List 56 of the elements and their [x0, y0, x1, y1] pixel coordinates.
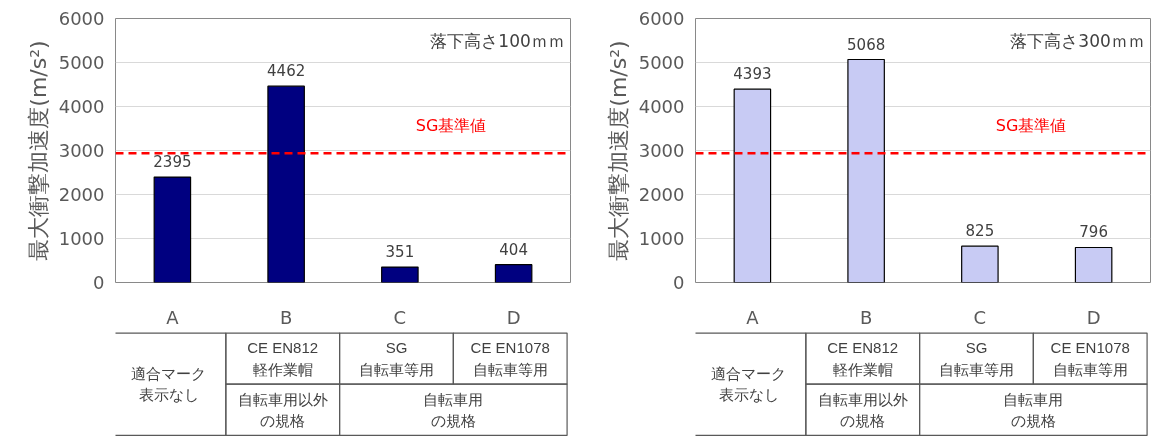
x-tick-label: A — [166, 306, 180, 328]
text: 自転車用の規格 — [1003, 390, 1064, 430]
x-tick-label: D — [1086, 306, 1101, 328]
text: CE EN1078 自転車等用 — [1050, 339, 1130, 378]
ref-line-label: SG基準値 — [995, 116, 1067, 136]
y-tick-label: 2000 — [58, 184, 105, 205]
y-tick-label: 3000 — [58, 140, 105, 161]
data-label: 5068 — [847, 35, 886, 54]
text: CE EN812 軽作業帽 — [247, 339, 319, 378]
text: SG 自転車等用 — [358, 339, 434, 378]
y-tick-label: 6000 — [58, 8, 105, 29]
y-tick-label: 0 — [93, 272, 105, 293]
bar — [847, 58, 885, 283]
text: SG 自転車等用 — [938, 339, 1014, 378]
x-tick-label: A — [746, 306, 760, 328]
x-tick-label: B — [279, 306, 293, 328]
y-tick-label: 6000 — [638, 8, 685, 29]
y-tick-label: 5000 — [58, 52, 105, 73]
y-tick-label: 5000 — [638, 52, 685, 73]
y-axis-title: 最大衝撃加速度(m/s²) — [25, 40, 51, 261]
ref-line-label: SG基準値 — [415, 116, 487, 136]
data-label: 404 — [499, 240, 528, 259]
text: CE EN812 軽作業帽 — [827, 339, 899, 378]
y-tick-label: 2000 — [638, 184, 685, 205]
text: 自転車用以外の規格 — [237, 390, 328, 430]
y-tick-label: 1000 — [58, 228, 105, 249]
data-label: 2395 — [153, 153, 192, 172]
bar — [381, 266, 419, 283]
text: 自転車用の規格 — [423, 390, 484, 430]
y-tick-label: 4000 — [58, 96, 105, 117]
x-tick-label: D — [506, 306, 521, 328]
bar — [494, 264, 533, 283]
y-axis-title: 最大衝撃加速度(m/s²) — [605, 40, 631, 261]
text: 落下高さ300ｍｍ — [1010, 30, 1145, 51]
bar — [961, 245, 999, 283]
y-tick-label: 1000 — [638, 228, 685, 249]
bar — [267, 85, 305, 283]
x-tick-label: B — [859, 306, 873, 328]
text: 落下高さ100ｍｍ — [430, 30, 565, 51]
text: 適合マーク表示なし — [711, 364, 787, 404]
bar — [733, 88, 772, 283]
bar — [153, 176, 192, 283]
y-tick-label: 3000 — [638, 140, 685, 161]
text: 自転車用以外の規格 — [817, 390, 908, 430]
x-tick-label: C — [973, 306, 987, 328]
data-label: 825 — [965, 222, 995, 241]
data-label: 4462 — [267, 62, 306, 81]
y-tick-label: 4000 — [638, 96, 685, 117]
data-label: 4393 — [733, 65, 772, 84]
x-tick-label: C — [393, 306, 407, 328]
text: 適合マーク表示なし — [131, 364, 207, 404]
text: CE EN1078 自転車等用 — [470, 339, 550, 378]
bar — [1074, 246, 1113, 283]
data-label: 796 — [1079, 223, 1108, 242]
data-label: 351 — [385, 243, 415, 262]
y-tick-label: 0 — [673, 272, 685, 293]
